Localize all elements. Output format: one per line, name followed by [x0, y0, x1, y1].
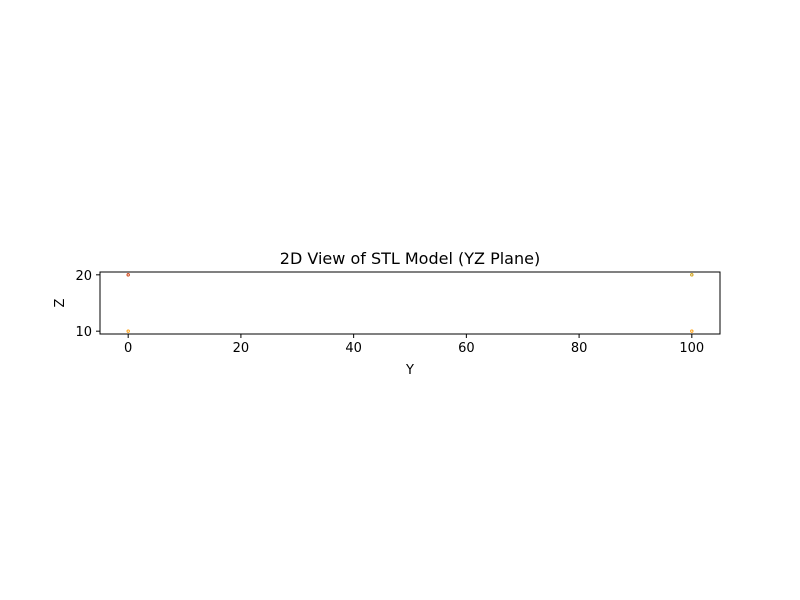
data-point: [126, 329, 130, 333]
plot-frame: [99, 271, 721, 335]
x-axis: 0 20 40 60 80 100: [124, 334, 704, 356]
x-axis-label: Y: [405, 363, 414, 378]
data-points: [126, 273, 694, 333]
y-axis-label: Z: [53, 298, 68, 307]
data-point: [126, 273, 130, 277]
data-point: [690, 329, 694, 333]
y-tick-label: 10: [75, 325, 92, 340]
x-tick-label: 100: [679, 341, 704, 356]
y-axis: 10 20: [75, 269, 100, 340]
x-tick-label: 20: [233, 341, 250, 356]
chart-title: 2D View of STL Model (YZ Plane): [280, 249, 540, 268]
x-tick-label: 60: [458, 341, 475, 356]
y-tick-label: 20: [75, 269, 92, 284]
data-point: [690, 273, 694, 277]
x-tick-label: 80: [571, 341, 588, 356]
x-tick-label: 40: [345, 341, 362, 356]
x-tick-label: 0: [124, 341, 132, 356]
